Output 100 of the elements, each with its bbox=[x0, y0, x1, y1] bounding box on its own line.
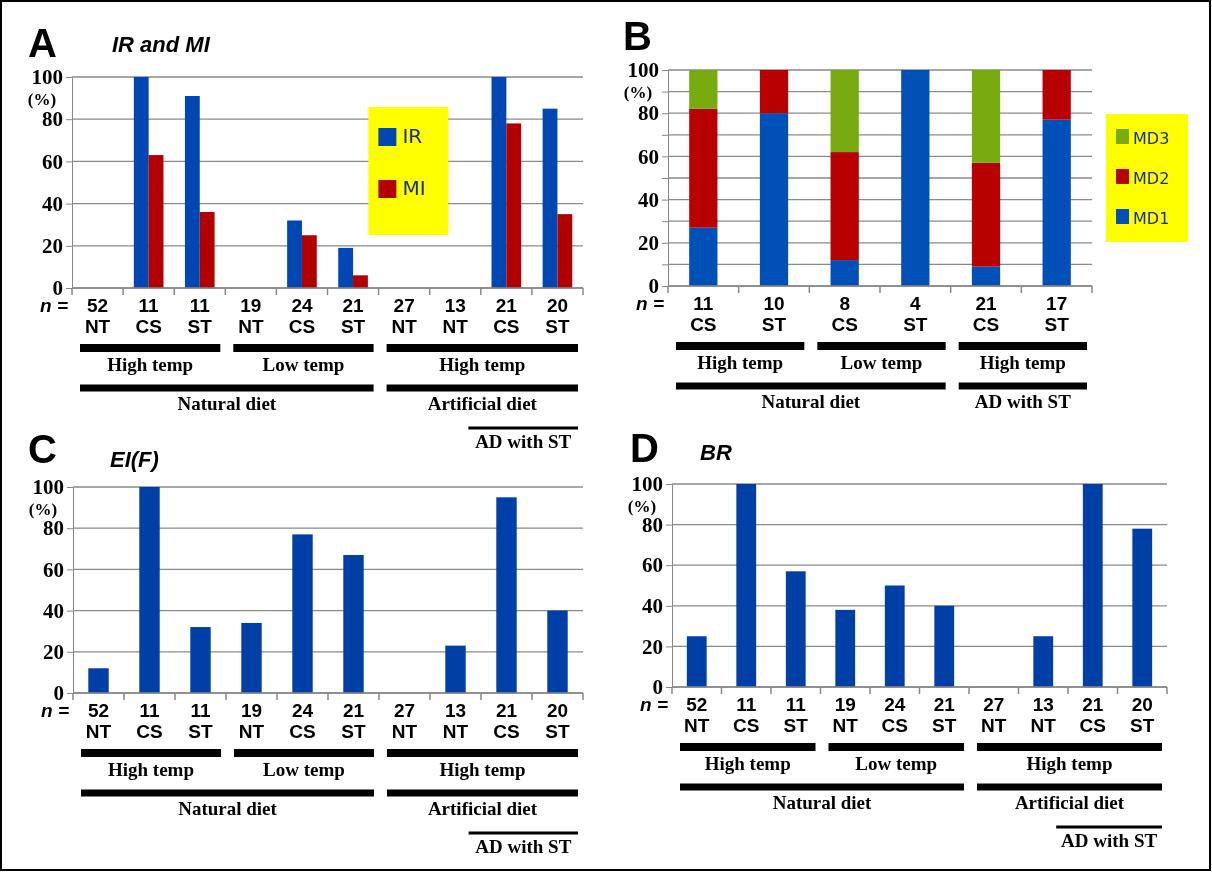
bar bbox=[971, 70, 1001, 163]
x-tick-label: 21 ST bbox=[340, 295, 366, 337]
x-tick-label: 20 ST bbox=[545, 700, 571, 742]
bar bbox=[88, 668, 109, 693]
text: AD with ST bbox=[475, 836, 572, 857]
bar bbox=[491, 77, 507, 288]
legend-label: MD1 bbox=[1133, 209, 1170, 228]
text: D bbox=[630, 426, 659, 470]
y-tick-label: 60 bbox=[42, 149, 63, 174]
x-tick-label: 24 CS bbox=[288, 295, 316, 337]
bar bbox=[199, 212, 215, 288]
y-tick-label: 100 bbox=[631, 472, 663, 497]
text: Artificial diet bbox=[427, 393, 538, 414]
x-tick-label: 21 CS bbox=[972, 293, 1000, 335]
x-tick-label: 21 ST bbox=[341, 700, 367, 742]
x-tick-label: 19 NT bbox=[238, 295, 264, 337]
x-tick-label: 27 NT bbox=[981, 694, 1007, 736]
x-tick-label: 27 NT bbox=[391, 295, 418, 337]
bar bbox=[547, 610, 568, 693]
bar bbox=[190, 627, 211, 693]
bar bbox=[1042, 119, 1071, 286]
bar bbox=[184, 95, 200, 288]
text: High temp bbox=[697, 352, 784, 373]
legend-label: MI bbox=[402, 176, 426, 200]
bar bbox=[830, 152, 859, 261]
chart-title: IR and MI bbox=[112, 32, 211, 57]
legend-label: IR bbox=[402, 124, 423, 148]
y-tick-label: 40 bbox=[642, 594, 663, 619]
y-tick-label: 60 bbox=[638, 144, 659, 169]
bar bbox=[971, 266, 1001, 286]
text: Low temp bbox=[840, 352, 923, 373]
x-tick-label: 11 CS bbox=[733, 694, 760, 736]
text: Low temp bbox=[262, 354, 345, 375]
y-tick-label: 20 bbox=[642, 634, 663, 659]
y-axis-title: (%) bbox=[627, 497, 657, 516]
legend-label: MD2 bbox=[1133, 169, 1170, 188]
bar bbox=[292, 534, 313, 693]
chart-title: EI(F) bbox=[110, 447, 159, 472]
text: Natural diet bbox=[761, 391, 861, 412]
bar bbox=[496, 497, 517, 693]
bar bbox=[689, 108, 718, 228]
x-tick-label: 24 CS bbox=[881, 694, 908, 736]
y-tick-label: 40 bbox=[43, 598, 64, 623]
text: High temp bbox=[1026, 753, 1113, 774]
bar bbox=[301, 235, 317, 288]
text: C bbox=[28, 427, 57, 471]
bar bbox=[934, 605, 955, 687]
bar bbox=[759, 113, 789, 286]
x-tick-label: 20 ST bbox=[545, 295, 570, 337]
x-tick-label: 27 NT bbox=[391, 700, 418, 742]
x-tick-label: 19 NT bbox=[832, 694, 859, 736]
bar bbox=[148, 155, 164, 288]
bar bbox=[353, 275, 368, 288]
x-tick-label: 13 NT bbox=[1030, 694, 1057, 736]
x-tick-label: 11 ST bbox=[187, 295, 213, 337]
bar bbox=[445, 645, 466, 693]
bar bbox=[1082, 484, 1103, 687]
text: Low temp bbox=[855, 753, 938, 774]
bar bbox=[901, 70, 930, 286]
bar bbox=[830, 70, 859, 153]
bar bbox=[241, 622, 262, 693]
bar bbox=[1033, 636, 1054, 687]
bar bbox=[338, 247, 354, 288]
x-tick-label: 21 CS bbox=[1079, 694, 1106, 736]
text: AD with ST bbox=[974, 391, 1072, 412]
y-tick-label: 80 bbox=[638, 101, 659, 126]
bar bbox=[557, 214, 573, 288]
x-tick-label: 10 ST bbox=[761, 293, 787, 335]
x-tick-label: 52 NT bbox=[684, 694, 710, 736]
text: Natural diet bbox=[772, 792, 873, 813]
x-tick-label: 11 CS bbox=[135, 295, 162, 337]
y-tick-label: 20 bbox=[638, 231, 659, 256]
y-tick-label: 100 bbox=[31, 65, 63, 90]
bar bbox=[830, 260, 859, 286]
text: High temp bbox=[979, 352, 1066, 373]
bar bbox=[759, 70, 789, 114]
y-axis-title: (%) bbox=[28, 500, 58, 519]
x-tick-label: 21 CS bbox=[493, 700, 520, 742]
bar bbox=[139, 487, 160, 693]
bar bbox=[133, 77, 149, 288]
bar bbox=[736, 484, 757, 687]
bar bbox=[1042, 70, 1071, 120]
x-tick-label: 11 CS bbox=[690, 293, 717, 335]
bar bbox=[835, 609, 856, 687]
bar bbox=[689, 227, 718, 286]
text: High temp bbox=[439, 354, 526, 375]
x-tick-label: 4 ST bbox=[903, 293, 928, 335]
x-tick-label: 8 CS bbox=[831, 293, 858, 335]
bar bbox=[971, 162, 1001, 267]
x-tick-label: 21 ST bbox=[932, 694, 957, 736]
x-tick-label: 52 NT bbox=[85, 700, 112, 742]
text: High temp bbox=[107, 354, 194, 375]
y-axis-title: (%) bbox=[27, 90, 57, 109]
x-tick-label: 11 CS bbox=[136, 700, 163, 742]
y-tick-label: 40 bbox=[638, 187, 659, 212]
text: Natural diet bbox=[178, 798, 278, 819]
y-tick-label: 20 bbox=[43, 640, 64, 665]
bar bbox=[343, 554, 364, 693]
text: AD with ST bbox=[475, 431, 572, 452]
bar bbox=[1132, 528, 1153, 687]
